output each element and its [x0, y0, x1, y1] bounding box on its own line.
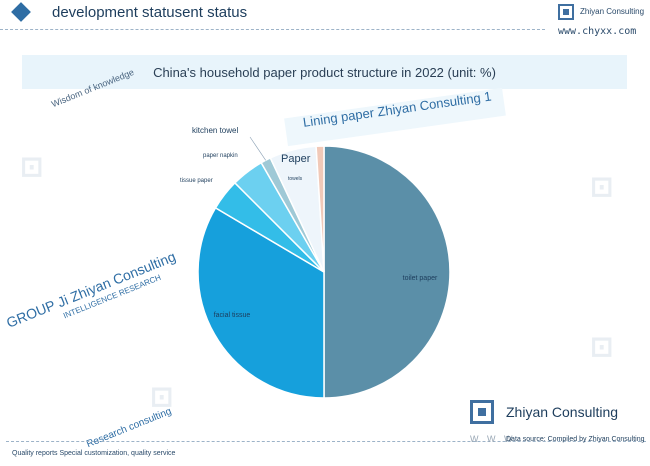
pie-slice-other: [315, 145, 325, 273]
slice-label: kitchen towel: [192, 126, 238, 135]
watermark-paper: Paper: [281, 153, 311, 165]
slice-label: towels: [288, 176, 303, 182]
pie-slice-toilet-paper: [323, 145, 451, 399]
footer-logo-icon: [470, 400, 494, 424]
footer-brand: Zhiyan Consulting: [506, 404, 619, 420]
header: development statusent status Zhiyan Cons…: [0, 0, 650, 44]
slice-label: facial tissue: [214, 312, 251, 319]
pie-slice-facial-tissue: [197, 206, 325, 399]
data-source: Data source: Compiled by Zhiyan Consulti…: [506, 436, 645, 443]
header-divider: [0, 29, 545, 30]
watermark-logo-icon: ⊡: [150, 381, 174, 412]
chart-title-band: China's household paper product structur…: [22, 55, 627, 89]
page-title: development statusent status: [52, 4, 248, 21]
brand-name: Zhiyan Consulting: [580, 7, 645, 16]
leader-line: [249, 136, 266, 161]
footer-www: W W W: [470, 434, 516, 444]
slice-label: tissue paper: [180, 178, 213, 184]
footer-tagline: Quality reports Special customization, q…: [12, 450, 176, 457]
watermark-logo-icon: ⊡: [20, 151, 44, 182]
chart-title: China's household paper product structur…: [153, 65, 496, 80]
brand-logo-icon: [558, 4, 574, 20]
watermark-logo-icon: ⊡: [590, 331, 614, 362]
slice-label: toilet paper: [403, 275, 438, 282]
watermark-logo-icon: ⊡: [590, 171, 614, 202]
footer-divider: [6, 441, 646, 442]
slice-label: paper napkin: [203, 153, 238, 159]
brand-url[interactable]: www.chyxx.com: [558, 26, 637, 37]
